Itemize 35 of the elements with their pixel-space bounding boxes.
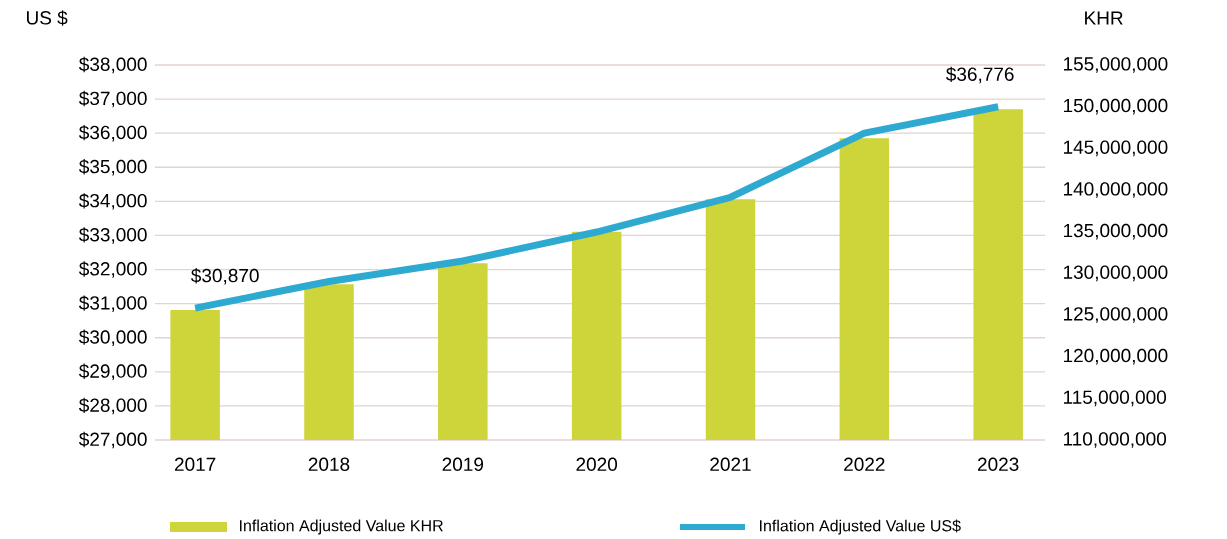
- y2-tick-label: 150,000,000: [1063, 98, 1168, 115]
- x-tick-label: 2023: [977, 457, 1019, 471]
- y2-axis-title: KHR: [1085, 11, 1123, 25]
- y2-tick-label: 145,000,000: [1063, 140, 1168, 157]
- y-tick-label: $37,000: [78, 90, 147, 108]
- x-tick-label: 2019: [442, 457, 484, 471]
- data-label: $36,776: [946, 66, 1014, 84]
- y-tick-label: $30,000: [78, 329, 147, 346]
- y-tick-label: $33,000: [78, 227, 147, 244]
- y2-tick-label: 120,000,000: [1063, 348, 1168, 365]
- x-tick-label: 2020: [576, 457, 618, 471]
- data-label: $30,870: [191, 268, 259, 285]
- y2-tick-label: 155,000,000: [1063, 57, 1168, 73]
- legend-label: Inflation Adjusted Value KHR: [240, 519, 443, 535]
- y2-tick-label: 125,000,000: [1063, 307, 1168, 323]
- legend-label: Inflation Adjusted Value US$: [760, 519, 961, 535]
- y-tick-label: $31,000: [78, 295, 147, 312]
- y2-tick-label: 110,000,000: [1063, 432, 1167, 448]
- y-tick-label: $36,000: [78, 124, 147, 142]
- x-tick-label: 2021: [710, 457, 751, 471]
- y-axis-title: US $: [26, 10, 68, 26]
- y-tick-label: $27,000: [78, 431, 147, 449]
- y-tick-label: $32,000: [78, 261, 147, 278]
- y-tick-label: $28,000: [78, 397, 147, 415]
- y-tick-label: $29,000: [78, 363, 147, 381]
- y2-tick-label: 115,000,000: [1063, 390, 1167, 407]
- x-tick-label: 2022: [844, 457, 885, 471]
- y2-tick-label: 130,000,000: [1063, 265, 1168, 282]
- y-tick-label: $35,000: [78, 159, 147, 176]
- y-tick-label: $38,000: [78, 56, 147, 74]
- x-tick-label: 2017: [174, 457, 216, 471]
- x-tick-label: 2018: [308, 457, 350, 471]
- y-tick-label: $34,000: [78, 193, 147, 210]
- y2-tick-label: 140,000,000: [1063, 182, 1168, 198]
- y2-tick-label: 135,000,000: [1063, 223, 1168, 240]
